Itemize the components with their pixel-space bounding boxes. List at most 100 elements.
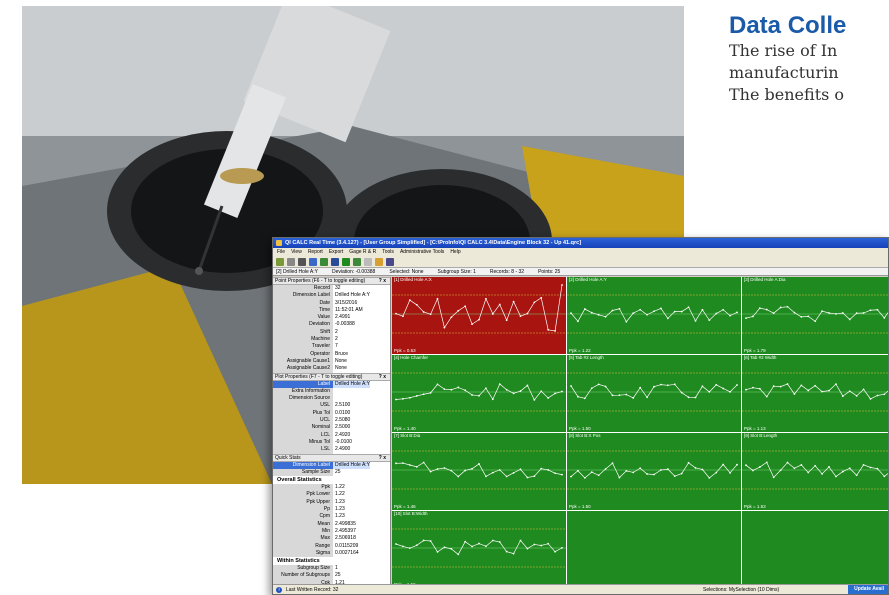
property-value: 25 <box>335 572 341 579</box>
close-icon[interactable]: ? x <box>378 278 386 284</box>
property-row[interactable]: Mean 2.499835 <box>273 520 390 528</box>
run-point <box>570 475 572 478</box>
report-icon[interactable] <box>309 257 317 266</box>
property-row[interactable]: Cpk 1.21 <box>273 579 390 586</box>
print-icon[interactable] <box>298 257 306 266</box>
status-bar: i Last Written Record: 32 Selections: My… <box>273 584 888 594</box>
property-row[interactable]: Time 11:52:01 AM <box>273 306 390 315</box>
selection-status[interactable]: Selections: MySelection (10 Dims) <box>703 586 780 593</box>
property-value: Bruce <box>335 350 349 357</box>
property-row[interactable]: Range 0.0115209 <box>273 542 390 550</box>
run-point <box>814 320 817 323</box>
current-dimension: [2] Drilled Hole A:Y <box>276 268 318 275</box>
menu-file[interactable]: File <box>277 249 286 255</box>
run-point <box>765 395 768 398</box>
run-point <box>862 463 865 466</box>
subgroup-readout: Subgroup Size: 1 <box>437 268 476 275</box>
property-row[interactable]: Assignable Cause2 None <box>273 365 390 373</box>
menu-gage[interactable]: Gage R & R <box>349 249 377 255</box>
property-row[interactable]: LSL 2.4900 <box>273 446 390 454</box>
close-icon[interactable]: ? x <box>378 373 386 380</box>
update-available-button[interactable]: Update Avail <box>848 585 888 594</box>
close-icon[interactable]: ? x <box>378 454 386 461</box>
property-value: 0.0115209 <box>335 542 359 549</box>
property-row[interactable]: Deviation -0.00388 <box>273 321 390 329</box>
property-row[interactable]: Value 2.4991 <box>273 314 390 322</box>
property-row[interactable]: Machine 2 <box>273 336 390 344</box>
property-row[interactable]: Shift 2 <box>273 328 390 337</box>
menu-report[interactable]: Report <box>307 249 323 255</box>
point-properties-header[interactable]: Point Properties (F6 - T to toggle editi… <box>273 277 390 285</box>
property-row[interactable]: Nominal 2.5000 <box>273 424 390 432</box>
control-chart[interactable]: [8] Slot B:X Pos Ppk = 1.50 <box>567 433 741 510</box>
property-row[interactable]: Dimension Label Drilled Hole A:Y <box>273 461 390 469</box>
control-chart[interactable]: [7] Slot B:Dia Ppk = 1.46 <box>392 433 566 510</box>
run-point <box>491 313 494 315</box>
menu-help[interactable]: Help <box>450 249 461 255</box>
property-row[interactable]: Operator Bruce <box>273 350 390 358</box>
run-point <box>485 297 487 300</box>
menu-view[interactable]: View <box>291 249 302 255</box>
control-chart[interactable]: [1] Drilled Hole A:X Ppk = 0.63 <box>392 277 566 354</box>
settings-icon[interactable] <box>375 257 383 266</box>
property-row[interactable]: Cpm 1.23 <box>273 513 390 521</box>
menu-export[interactable]: Export <box>328 249 344 255</box>
property-row[interactable]: Plus Tol 0.0100 <box>273 409 390 418</box>
property-row[interactable]: Label Drilled Hole A:Y <box>273 380 390 388</box>
run-point <box>779 469 782 472</box>
property-row[interactable]: Assignable Cause1 None <box>273 357 390 366</box>
run-point <box>471 394 473 396</box>
layout-icon[interactable] <box>364 257 372 266</box>
property-row[interactable]: Ppk Upper 1.23 <box>273 498 390 507</box>
property-row[interactable]: Dimension Label Drilled Hole A:Y <box>273 292 390 300</box>
open-icon[interactable] <box>276 257 284 266</box>
property-key: Cpm <box>273 513 333 521</box>
control-chart[interactable]: [9] Slot B:Length Ppk = 1.53 <box>742 433 888 510</box>
property-key: Record <box>273 285 333 293</box>
control-chart[interactable]: [3] Drilled Hole A:Dia Ppk = 1.79 <box>742 277 888 354</box>
property-row[interactable]: Sample Size 25 <box>273 468 390 477</box>
property-row[interactable]: Ppk Lower 1.22 <box>273 491 390 499</box>
run-point <box>561 390 563 393</box>
delete-icon[interactable] <box>287 257 295 266</box>
property-row[interactable]: Record 32 <box>273 285 390 293</box>
menu-admin-tools[interactable]: Administrative Tools <box>399 249 445 255</box>
property-row[interactable]: Minus Tol -0.0100 <box>273 438 390 447</box>
property-row[interactable]: Subgroup Size 1 <box>273 565 390 573</box>
property-row[interactable]: Pp 1.23 <box>273 506 390 514</box>
property-row[interactable]: Max 2.506918 <box>273 535 390 543</box>
grid-icon[interactable] <box>353 257 361 266</box>
property-row[interactable]: Ppk 1.22 <box>273 484 390 492</box>
run-point <box>526 384 529 387</box>
control-chart[interactable]: [2] Drilled Hole A:Y Ppk = 1.22 <box>567 277 741 354</box>
control-chart[interactable]: [6] Tab #2 Width Ppk = 1.13 <box>742 355 888 432</box>
stats-icon[interactable] <box>386 257 394 266</box>
run-point <box>793 311 796 314</box>
run-chart <box>742 372 888 412</box>
menu-tools[interactable]: Tools <box>382 249 394 255</box>
property-row[interactable]: Date 3/15/2016 <box>273 299 390 307</box>
property-row[interactable]: Traveler 7 <box>273 343 390 351</box>
control-chart[interactable]: [5] Tab #2 Length Ppk = 1.50 <box>567 355 741 432</box>
plot-properties-header[interactable]: Plot Properties (F7 - T to toggle editin… <box>273 372 390 381</box>
chart-icon[interactable] <box>320 257 328 266</box>
green-chart-icon[interactable] <box>342 257 350 266</box>
run-point <box>402 545 404 548</box>
title-bar[interactable]: QI CALC Real Time (3.4.127) - [User Grou… <box>273 238 888 248</box>
quick-stats-header[interactable]: Quick Stats ? x <box>273 453 390 462</box>
property-row[interactable]: Extra Information <box>273 387 390 396</box>
property-row[interactable]: Min 2.495397 <box>273 527 390 536</box>
property-row[interactable]: Dimension Source <box>273 395 390 403</box>
run-point <box>828 312 830 314</box>
property-row[interactable]: USL 2.5100 <box>273 402 390 410</box>
run-point <box>736 463 738 466</box>
property-row[interactable]: LCL 2.4920 <box>273 431 390 439</box>
property-row[interactable]: Sigma 0.0027164 <box>273 549 390 558</box>
control-chart[interactable]: [4] Hole Chamfer Ppk = 1.40 <box>392 355 566 432</box>
filter-icon[interactable] <box>331 257 339 266</box>
run-point <box>835 475 837 478</box>
run-point <box>694 396 697 399</box>
property-row[interactable]: UCL 2.5080 <box>273 417 390 425</box>
property-row[interactable]: Number of Subgroups 25 <box>273 572 390 580</box>
